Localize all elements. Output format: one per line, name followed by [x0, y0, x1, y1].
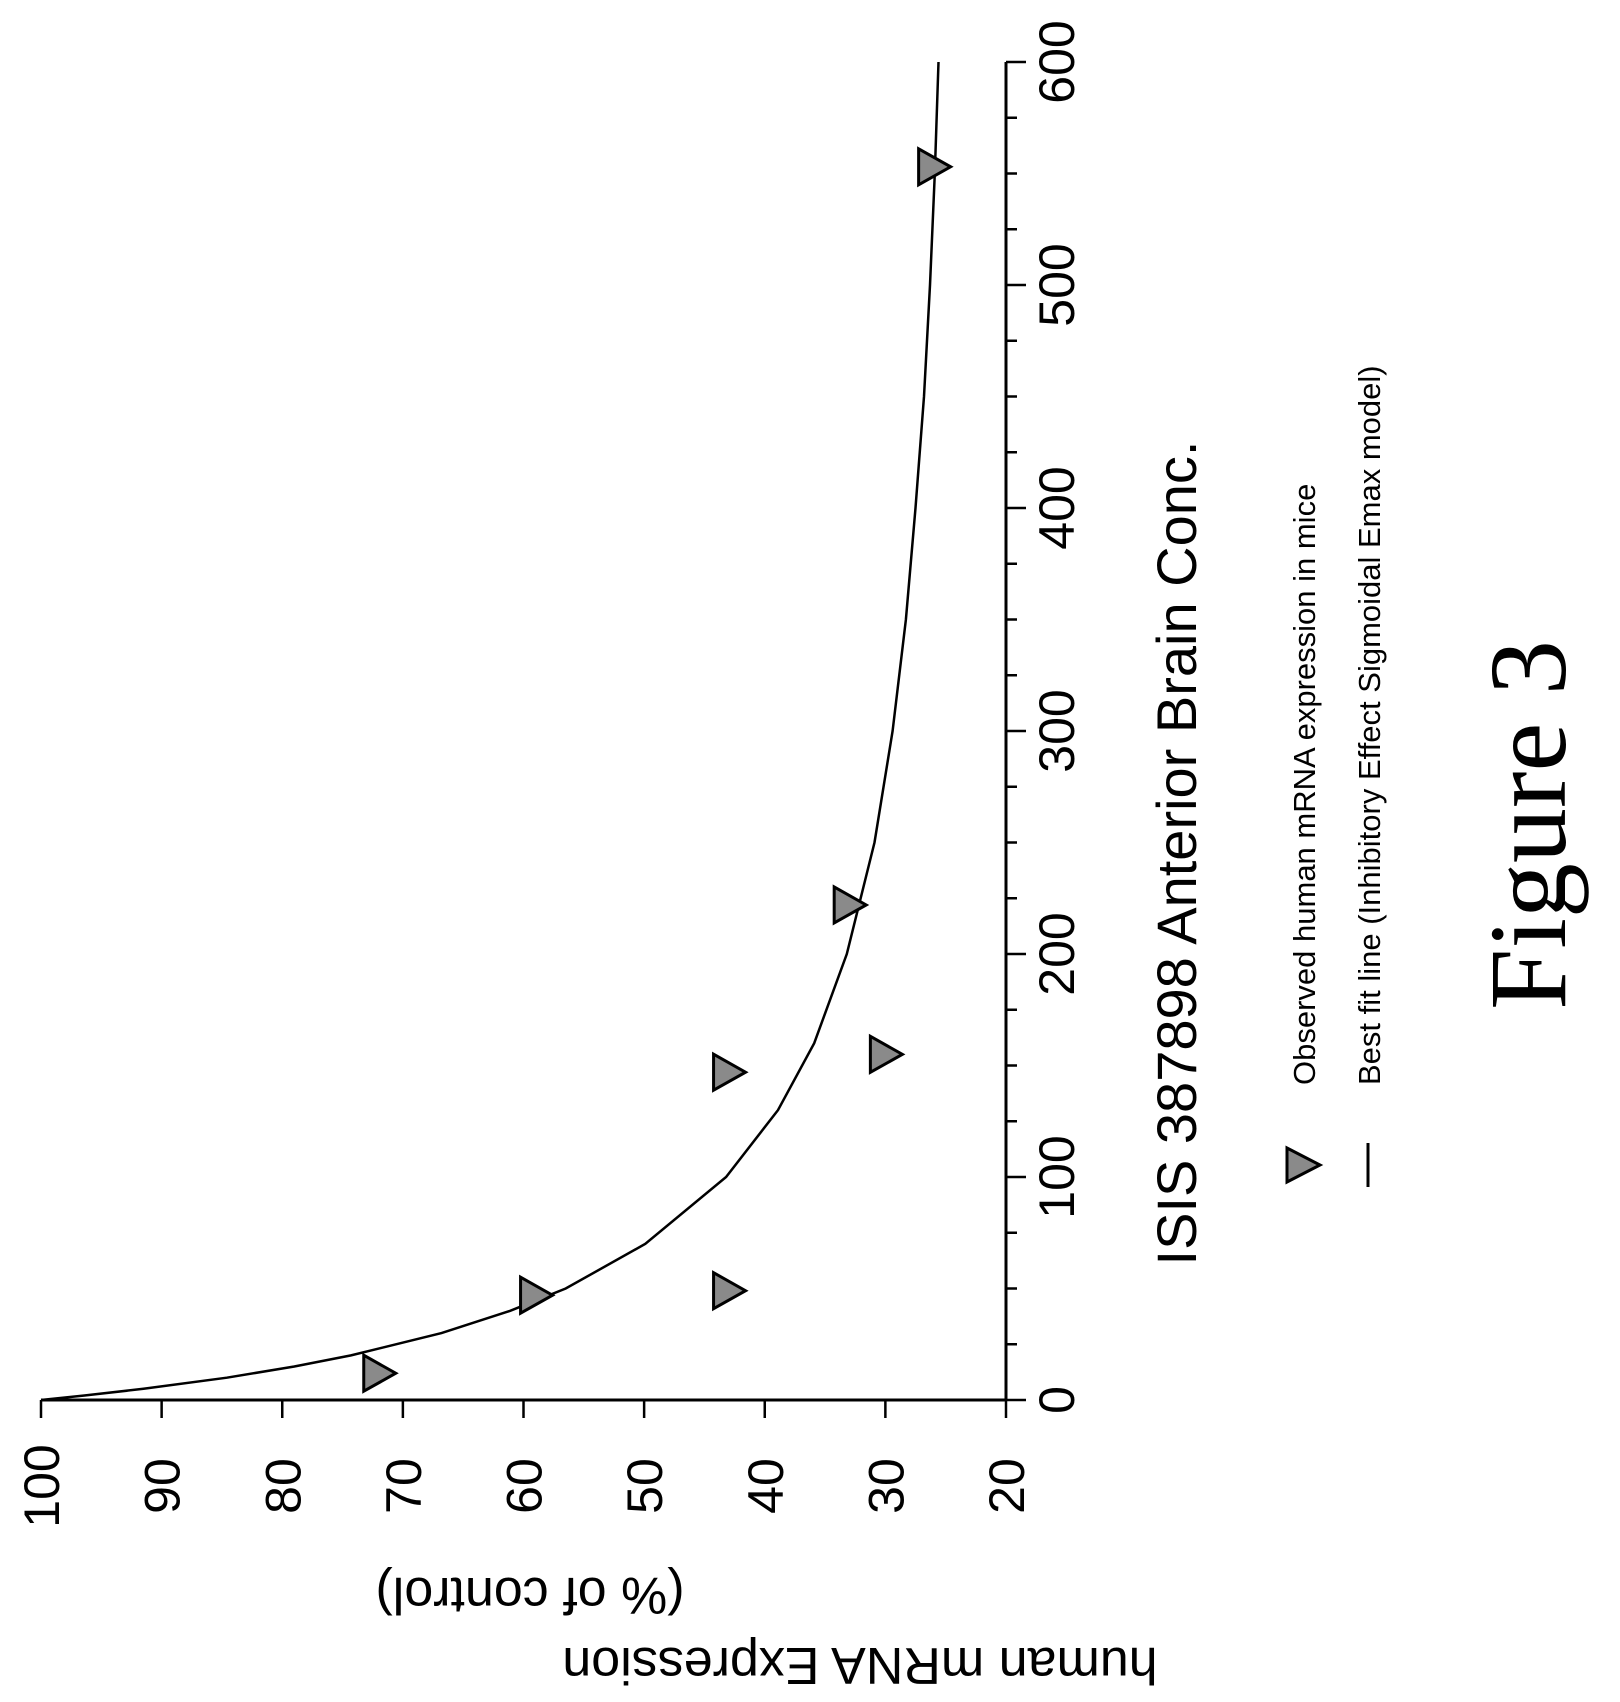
x-tick-label: 0 — [1029, 1386, 1085, 1414]
x-axis-ticks: 0 100 200 300 400 500 600 — [1006, 20, 1085, 1414]
y-tick-label: 80 — [255, 1458, 311, 1514]
legend-triangle-icon — [1285, 1145, 1324, 1185]
x-tick-label: 300 — [1029, 689, 1085, 772]
data-point-triangle — [712, 1270, 749, 1312]
data-point-triangle — [362, 1352, 399, 1394]
y-tick-label: 90 — [135, 1458, 191, 1514]
y-axis-ticks: 100 90 80 70 60 50 40 30 20 — [14, 1400, 1035, 1528]
data-point-triangle — [519, 1274, 556, 1316]
y-tick-label: 20 — [979, 1458, 1035, 1514]
observed-points — [362, 146, 954, 1394]
y-tick-label: 40 — [738, 1458, 794, 1514]
best-fit-line — [40, 61, 940, 1402]
figure-caption: Figure 3 — [1467, 640, 1589, 1010]
x-tick-label: 100 — [1029, 1135, 1085, 1218]
y-tick-label: 60 — [497, 1458, 553, 1514]
data-point-triangle — [868, 1033, 906, 1075]
chart-title: ISIS 387898 Anterior Brain Conc. — [1145, 441, 1208, 1266]
legend: Observed human mRNA expression in mice B… — [1285, 365, 1387, 1187]
legend-label-fit: Best fit line (Inhibitory Effect Sigmoid… — [1352, 365, 1387, 1085]
y-tick-label: 70 — [376, 1458, 432, 1514]
x-tick-label: 200 — [1029, 912, 1085, 995]
legend-label-observed: Observed human mRNA expression in mice — [1287, 484, 1322, 1085]
y-axis-title-line1: human mRNA Expression — [562, 1636, 1157, 1694]
data-point-triangle — [917, 146, 954, 188]
x-tick-label: 400 — [1029, 466, 1085, 549]
y-tick-label: 30 — [858, 1458, 914, 1514]
x-tick-label: 600 — [1029, 20, 1085, 103]
y-tick-label: 100 — [14, 1444, 70, 1527]
x-tick-label: 500 — [1029, 243, 1085, 326]
data-point-triangle — [712, 1051, 749, 1093]
y-axis-title-line2: (% of control) — [375, 1566, 684, 1624]
data-point-triangle — [832, 884, 870, 926]
y-tick-label: 50 — [617, 1458, 673, 1514]
